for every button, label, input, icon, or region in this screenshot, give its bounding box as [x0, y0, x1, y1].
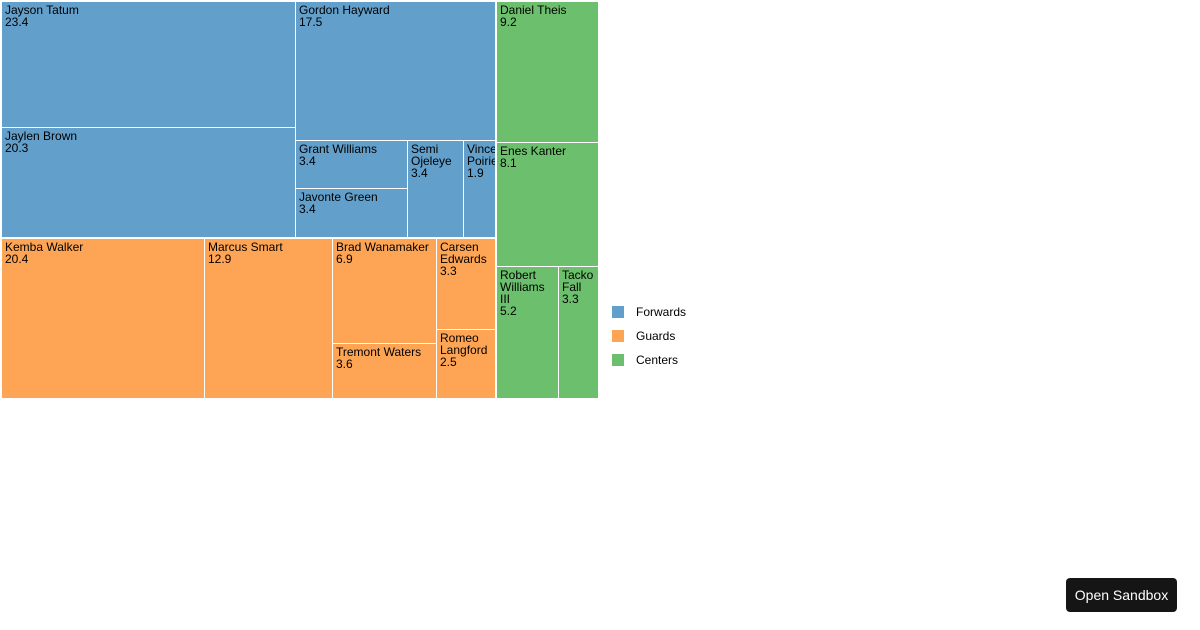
legend-item-forwards: Forwards — [612, 300, 686, 324]
treemap-value-gordon-hayward: 17.5 — [299, 15, 323, 29]
treemap-rect-jayson-tatum — [2, 2, 295, 127]
treemap-label-enes-kanter: Enes Kanter — [500, 144, 566, 158]
treemap-value-robert-williams-iii: 5.2 — [500, 304, 517, 318]
treemap-rect-romeo-langford — [437, 330, 495, 398]
treemap-rect-tremont-waters — [333, 344, 436, 398]
treemap-label-marcus-smart: Marcus Smart — [208, 240, 283, 254]
treemap-rect-grant-williams — [296, 141, 407, 188]
legend-label: Centers — [636, 353, 679, 367]
treemap-rect-vincent-poirier — [464, 141, 495, 237]
legend-item-guards: Guards — [612, 324, 686, 348]
legend-label: Guards — [636, 329, 676, 343]
treemap-value-tacko-fall: 3.3 — [562, 292, 579, 306]
treemap-label-gordon-hayward: Gordon Hayward — [299, 3, 390, 17]
treemap-value-jaylen-brown: 20.3 — [5, 141, 29, 155]
treemap-rect-gordon-hayward — [296, 2, 495, 140]
legend: Forwards Guards Centers — [612, 300, 686, 372]
legend-swatch — [612, 330, 624, 342]
treemap-value-enes-kanter: 8.1 — [500, 156, 517, 170]
treemap-rect-brad-wanamaker — [333, 239, 436, 343]
treemap-label-robert-williams-iii: Robert Williams III — [500, 268, 545, 306]
treemap-value-vincent-poirier: 1.9 — [467, 166, 484, 180]
treemap-value-semi-ojeleye: 3.4 — [411, 166, 428, 180]
treemap-value-kemba-walker: 20.4 — [5, 252, 29, 266]
treemap-rect-javonte-green — [296, 189, 407, 237]
treemap-rect-robert-williams-iii — [497, 267, 558, 398]
treemap-label-brad-wanamaker: Brad Wanamaker — [336, 240, 429, 254]
treemap-rect-tacko-fall — [559, 267, 598, 398]
treemap-rect-semi-ojeleye — [408, 141, 463, 237]
treemap-value-brad-wanamaker: 6.9 — [336, 252, 353, 266]
treemap-rect-kemba-walker — [2, 239, 204, 398]
treemap-label-semi-ojeleye: Semi Ojeleye — [411, 142, 452, 168]
treemap-rect-jaylen-brown — [2, 128, 295, 237]
treemap-value-grant-williams: 3.4 — [299, 154, 316, 168]
treemap-value-jayson-tatum: 23.4 — [5, 15, 29, 29]
treemap-rect-marcus-smart — [205, 239, 332, 398]
treemap-label-javonte-green: Javonte Green — [299, 190, 378, 204]
legend-item-centers: Centers — [612, 348, 686, 372]
treemap-label-romeo-langford: Romeo Langford — [440, 331, 487, 357]
treemap-value-marcus-smart: 12.9 — [208, 252, 232, 266]
open-sandbox-button[interactable]: Open Sandbox — [1066, 578, 1177, 612]
treemap-label-jaylen-brown: Jaylen Brown — [5, 129, 77, 143]
treemap-label-vincent-poirier: Vincent Poirier — [467, 142, 507, 168]
treemap-rect-daniel-theis — [497, 2, 598, 142]
treemap-label-carsen-edwards: Carsen Edwards — [440, 240, 487, 266]
treemap-label-tacko-fall: Tacko Fall — [562, 268, 594, 294]
treemap-label-tremont-waters: Tremont Waters — [336, 345, 421, 359]
treemap-label-jayson-tatum: Jayson Tatum — [5, 3, 79, 17]
treemap-value-carsen-edwards: 3.3 — [440, 264, 457, 278]
treemap-label-grant-williams: Grant Williams — [299, 142, 377, 156]
treemap-label-daniel-theis: Daniel Theis — [500, 3, 566, 17]
treemap-value-javonte-green: 3.4 — [299, 202, 316, 216]
legend-swatch — [612, 306, 624, 318]
legend-label: Forwards — [636, 305, 687, 319]
treemap-value-tremont-waters: 3.6 — [336, 357, 353, 371]
legend-swatch — [612, 354, 624, 366]
treemap-rect-carsen-edwards — [437, 239, 495, 329]
treemap-value-daniel-theis: 9.2 — [500, 15, 517, 29]
treemap-value-romeo-langford: 2.5 — [440, 355, 457, 369]
treemap-rect-enes-kanter — [497, 143, 598, 266]
treemap-label-kemba-walker: Kemba Walker — [5, 240, 83, 254]
